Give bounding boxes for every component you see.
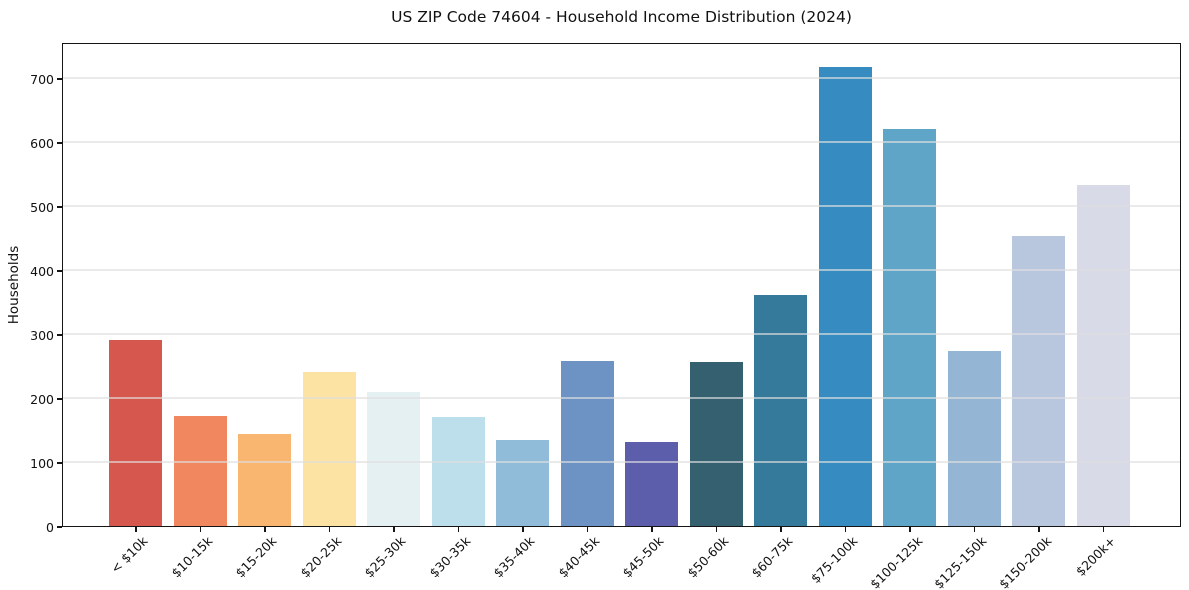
- y-tick-mark: [57, 398, 62, 400]
- y-tick-label: 300: [30, 327, 54, 343]
- x-tick-mark: [135, 527, 137, 532]
- bar: [109, 340, 162, 526]
- x-tick-mark: [457, 527, 460, 532]
- bar: [1012, 236, 1065, 526]
- x-tick-label: $35-40k: [490, 533, 538, 581]
- gridline: [63, 269, 1180, 271]
- bar: [560, 360, 614, 526]
- x-tick-mark: [328, 527, 331, 532]
- y-tick-label: 600: [30, 135, 54, 151]
- y-tick-label: 400: [30, 263, 54, 279]
- bar: [754, 294, 807, 526]
- y-tick-mark: [57, 142, 62, 144]
- gridline: [63, 141, 1180, 143]
- y-tick-mark: [57, 270, 62, 272]
- x-tick-label: $20-25k: [297, 533, 345, 581]
- bar: [496, 439, 549, 526]
- x-tick-mark: [651, 527, 653, 532]
- x-tick-mark: [199, 527, 202, 532]
- x-tick-label: $60-75k: [748, 533, 796, 581]
- bar: [238, 433, 291, 526]
- x-tick-label: $15-20k: [232, 533, 280, 581]
- bar: [947, 351, 1001, 526]
- gridline: [63, 205, 1180, 207]
- bar: [689, 362, 743, 526]
- x-tick-mark: [844, 527, 847, 532]
- y-tick-mark: [57, 462, 62, 464]
- gridline: [63, 333, 1180, 335]
- x-tick-mark: [1038, 527, 1040, 532]
- gridline: [63, 461, 1180, 463]
- y-axis-label: Households: [6, 245, 22, 325]
- gridline: [63, 77, 1180, 79]
- x-tick-mark: [909, 527, 911, 532]
- x-tick-mark: [393, 527, 395, 532]
- x-tick-label: $25-30k: [361, 533, 409, 581]
- y-tick-mark: [57, 206, 62, 208]
- y-tick-label: 0: [46, 519, 54, 535]
- x-tick-mark: [1102, 527, 1105, 532]
- bar: [818, 67, 872, 526]
- y-tick-label: 700: [30, 71, 54, 87]
- plot-area: [62, 43, 1181, 527]
- y-tick-label: 100: [30, 455, 54, 471]
- bar: [302, 372, 356, 526]
- x-tick-label: < $10k: [108, 533, 151, 577]
- bar: [883, 129, 936, 526]
- y-tick-label: 500: [30, 199, 54, 215]
- x-tick-label: $45-50k: [619, 533, 667, 581]
- bar: [431, 416, 485, 526]
- x-tick-label: $200k+: [1072, 533, 1119, 579]
- y-tick-mark: [57, 78, 62, 80]
- bar: [173, 415, 227, 526]
- x-tick-label: $100-125k: [866, 533, 925, 590]
- bar: [1076, 184, 1130, 526]
- x-tick-label: $30-35k: [426, 533, 474, 581]
- x-tick-mark: [715, 527, 718, 532]
- x-tick-label: $75-100k: [807, 533, 861, 586]
- bar: [367, 391, 420, 526]
- y-tick-mark: [57, 334, 62, 336]
- x-tick-mark: [780, 527, 782, 532]
- x-tick-mark: [586, 527, 589, 532]
- x-tick-label: $50-60k: [684, 533, 732, 581]
- x-tick-label: $40-45k: [555, 533, 603, 581]
- y-tick-mark: [57, 526, 62, 528]
- x-tick-mark: [522, 527, 524, 532]
- x-tick-mark: [973, 527, 976, 532]
- x-tick-label: $10-15k: [168, 533, 216, 581]
- bar: [625, 442, 678, 526]
- chart-title: US ZIP Code 74604 - Household Income Dis…: [391, 8, 852, 26]
- x-tick-mark: [264, 527, 266, 532]
- x-tick-label: $125-150k: [931, 533, 990, 590]
- gridline: [63, 397, 1180, 399]
- x-tick-label: $150-200k: [995, 533, 1054, 590]
- y-tick-label: 200: [30, 391, 54, 407]
